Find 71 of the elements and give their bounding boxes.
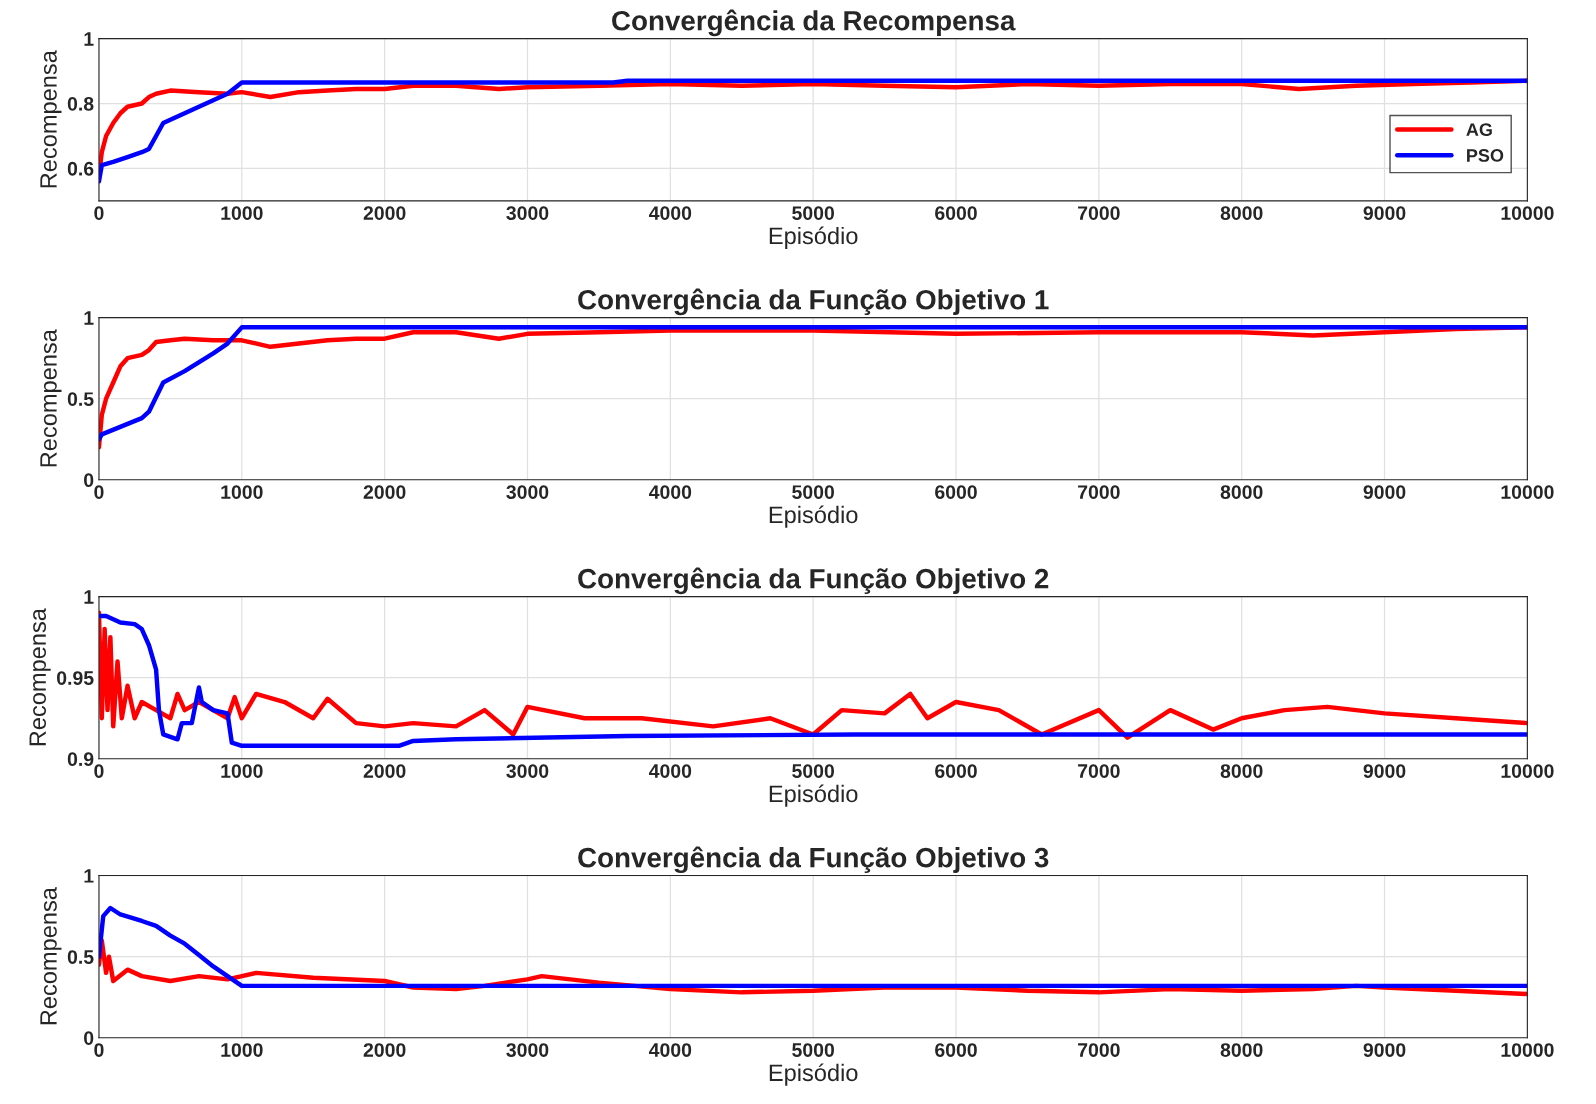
y-tick-label: 1 [84, 869, 94, 883]
x-tick-label: 2000 [363, 206, 406, 220]
y-tick-label: 0.9 [67, 752, 94, 767]
x-tick-label: 8000 [1220, 485, 1263, 499]
chart-title: Convergência da Função Objetivo 1 [578, 288, 1049, 316]
x-axis-title: Episódio [769, 226, 858, 249]
x-tick-label: 4000 [648, 764, 692, 778]
x-tick-label: 7000 [1078, 1043, 1120, 1057]
x-tick-label: 0 [94, 206, 104, 220]
y-tick-label: 1 [84, 590, 94, 604]
y-axis-title: Recompensa [29, 608, 51, 746]
x-tick-label: 10000 [1501, 206, 1554, 220]
x-tick-label: 9000 [1363, 1043, 1406, 1057]
y-tick-label: 0.6 [67, 161, 94, 176]
y-tick-label: 0.95 [57, 671, 94, 685]
x-tick-label: 10000 [1501, 764, 1554, 778]
x-tick-label: 3000 [506, 764, 549, 778]
x-tick-label: 4000 [648, 485, 692, 499]
x-tick-label: 5000 [792, 1043, 834, 1057]
x-tick-label: 4000 [648, 206, 692, 220]
y-tick-label: 0.5 [67, 950, 94, 964]
y-tick-label: 0.8 [67, 96, 94, 111]
x-axis-title: Episódio [769, 784, 858, 807]
x-tick-label: 1000 [221, 485, 263, 499]
x-tick-label: 8000 [1220, 1043, 1263, 1057]
x-tick-label: 10000 [1501, 1043, 1554, 1057]
x-tick-label: 5000 [792, 206, 834, 220]
x-tick-label: 10000 [1501, 485, 1554, 499]
x-tick-label: 7000 [1078, 206, 1120, 220]
x-tick-label: 3000 [506, 1043, 549, 1057]
chart-title: Convergência da Função Objetivo 2 [578, 567, 1049, 595]
chart-title: Convergência da Função Objetivo 3 [578, 846, 1049, 874]
x-axis-title: Episódio [769, 1063, 858, 1086]
x-tick-label: 9000 [1363, 485, 1406, 499]
x-tick-label: 0 [94, 1043, 104, 1057]
x-tick-label: 1000 [221, 764, 263, 778]
x-tick-label: 3000 [506, 485, 549, 499]
chart-title: Convergência da Recompensa [612, 9, 1016, 37]
x-tick-label: 4000 [648, 1043, 692, 1057]
x-tick-label: 8000 [1220, 764, 1263, 778]
x-tick-label: 7000 [1078, 764, 1120, 778]
x-tick-label: 2000 [363, 1043, 406, 1057]
line-series [98, 905, 1528, 989]
y-axis-title: Recompensa [40, 50, 62, 188]
legend-label: AG [1466, 123, 1492, 136]
y-axis-title: Recompensa [40, 887, 62, 1025]
x-tick-label: 6000 [935, 1043, 977, 1057]
x-tick-label: 0 [94, 764, 104, 778]
y-tick-label: 1 [84, 32, 94, 46]
x-tick-label: 0 [94, 485, 104, 499]
x-tick-label: 2000 [363, 485, 406, 499]
y-axis-title: Recompensa [40, 329, 62, 467]
x-tick-label: 6000 [935, 206, 977, 220]
y-tick-label: 1 [84, 311, 94, 325]
x-tick-label: 2000 [363, 764, 406, 778]
x-tick-label: 9000 [1363, 764, 1406, 778]
y-tick-label: 0.5 [67, 392, 94, 406]
x-tick-label: 5000 [792, 485, 834, 499]
x-tick-label: 7000 [1078, 485, 1120, 499]
x-tick-label: 6000 [935, 485, 977, 499]
x-tick-label: 8000 [1220, 206, 1263, 220]
x-tick-label: 5000 [792, 764, 834, 778]
y-tick-label: 0 [84, 1031, 94, 1045]
x-tick-label: 3000 [506, 206, 549, 221]
y-tick-label: 0 [84, 473, 94, 488]
x-tick-label: 6000 [935, 764, 977, 778]
x-axis-title: Episódio [769, 505, 858, 528]
legend-label: PSO [1467, 149, 1504, 162]
x-tick-label: 9000 [1363, 206, 1406, 220]
x-tick-label: 1000 [221, 206, 263, 220]
x-tick-label: 1000 [221, 1043, 263, 1057]
